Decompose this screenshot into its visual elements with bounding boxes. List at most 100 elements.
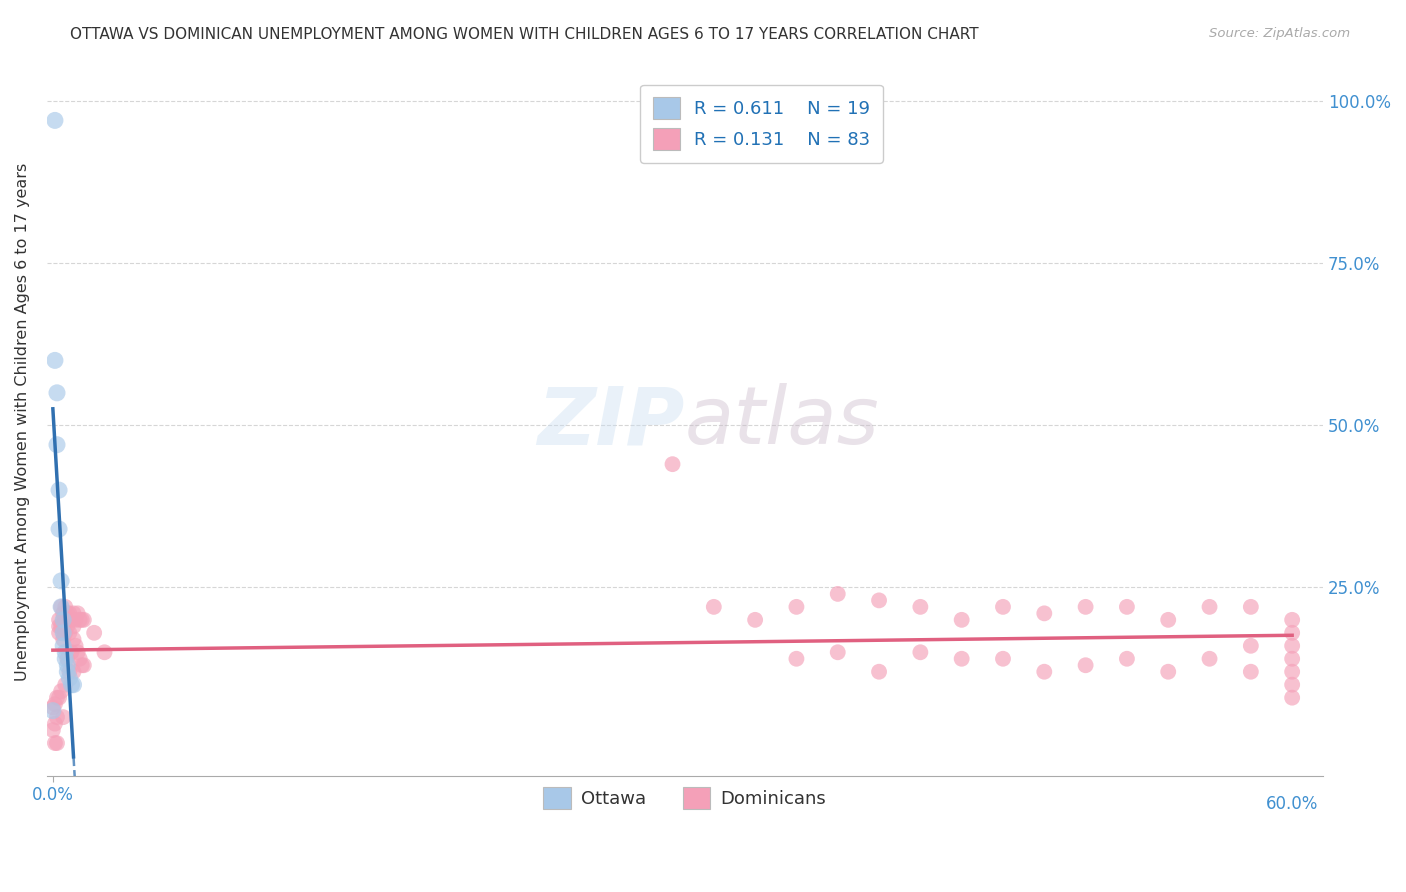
Point [1281, 625, 1303, 640]
Point [1240, 599, 1263, 614]
Point [58, 607, 80, 621]
Point [44, 113, 66, 128]
Point [48, 619, 70, 633]
Point [42, 723, 65, 738]
Point [66, 645, 89, 659]
Point [53, 652, 76, 666]
Point [46, 710, 69, 724]
Point [1033, 607, 1056, 621]
Point [62, 665, 84, 679]
Point [1157, 665, 1180, 679]
Point [52, 607, 75, 621]
Point [1157, 613, 1180, 627]
Point [52, 632, 75, 647]
Point [65, 639, 87, 653]
Point [53, 678, 76, 692]
Point [52, 613, 75, 627]
Point [48, 690, 70, 705]
Point [1281, 690, 1303, 705]
Point [53, 599, 76, 614]
Point [83, 625, 105, 640]
Point [73, 613, 96, 627]
Point [62, 678, 84, 692]
Legend: Ottawa, Dominicans: Ottawa, Dominicans [536, 780, 834, 816]
Point [48, 522, 70, 536]
Point [49, 684, 72, 698]
Point [49, 599, 72, 614]
Point [910, 599, 932, 614]
Point [1198, 652, 1220, 666]
Point [62, 619, 84, 633]
Point [1240, 639, 1263, 653]
Point [1074, 658, 1097, 673]
Point [60, 613, 83, 627]
Point [1198, 599, 1220, 614]
Point [56, 652, 79, 666]
Point [1281, 652, 1303, 666]
Point [46, 690, 69, 705]
Point [744, 613, 766, 627]
Point [1116, 599, 1139, 614]
Point [53, 613, 76, 627]
Point [56, 665, 79, 679]
Point [46, 438, 69, 452]
Point [910, 645, 932, 659]
Point [69, 652, 91, 666]
Point [66, 607, 89, 621]
Point [42, 700, 65, 714]
Point [44, 353, 66, 368]
Text: OTTAWA VS DOMINICAN UNEMPLOYMENT AMONG WOMEN WITH CHILDREN AGES 6 TO 17 YEARS CO: OTTAWA VS DOMINICAN UNEMPLOYMENT AMONG W… [70, 27, 979, 42]
Point [52, 625, 75, 640]
Point [950, 652, 973, 666]
Point [44, 716, 66, 731]
Point [49, 599, 72, 614]
Point [49, 619, 72, 633]
Text: atlas: atlas [685, 383, 880, 461]
Point [950, 613, 973, 627]
Point [1281, 613, 1303, 627]
Point [73, 658, 96, 673]
Point [60, 678, 83, 692]
Point [48, 483, 70, 497]
Point [56, 607, 79, 621]
Point [46, 736, 69, 750]
Point [62, 632, 84, 647]
Point [60, 645, 83, 659]
Point [868, 593, 890, 607]
Point [785, 599, 807, 614]
Point [53, 625, 76, 640]
Point [70, 658, 93, 673]
Point [1074, 599, 1097, 614]
Point [53, 645, 76, 659]
Point [661, 457, 683, 471]
Text: ZIP: ZIP [537, 383, 685, 461]
Point [52, 613, 75, 627]
Y-axis label: Unemployment Among Women with Children Ages 6 to 17 years: Unemployment Among Women with Children A… [15, 163, 30, 681]
Point [991, 599, 1014, 614]
Point [1281, 665, 1303, 679]
Point [785, 652, 807, 666]
Point [52, 639, 75, 653]
Point [868, 665, 890, 679]
Point [56, 658, 79, 673]
Point [52, 625, 75, 640]
Point [58, 671, 80, 685]
Point [48, 625, 70, 640]
Point [827, 587, 849, 601]
Point [827, 645, 849, 659]
Point [46, 385, 69, 400]
Point [991, 652, 1014, 666]
Point [44, 736, 66, 750]
Point [52, 710, 75, 724]
Text: Source: ZipAtlas.com: Source: ZipAtlas.com [1209, 27, 1350, 40]
Point [70, 613, 93, 627]
Point [56, 619, 79, 633]
Point [58, 665, 80, 679]
Point [48, 613, 70, 627]
Point [44, 697, 66, 711]
Point [58, 625, 80, 640]
Point [93, 645, 115, 659]
Point [1281, 639, 1303, 653]
Point [62, 607, 84, 621]
Point [42, 704, 65, 718]
